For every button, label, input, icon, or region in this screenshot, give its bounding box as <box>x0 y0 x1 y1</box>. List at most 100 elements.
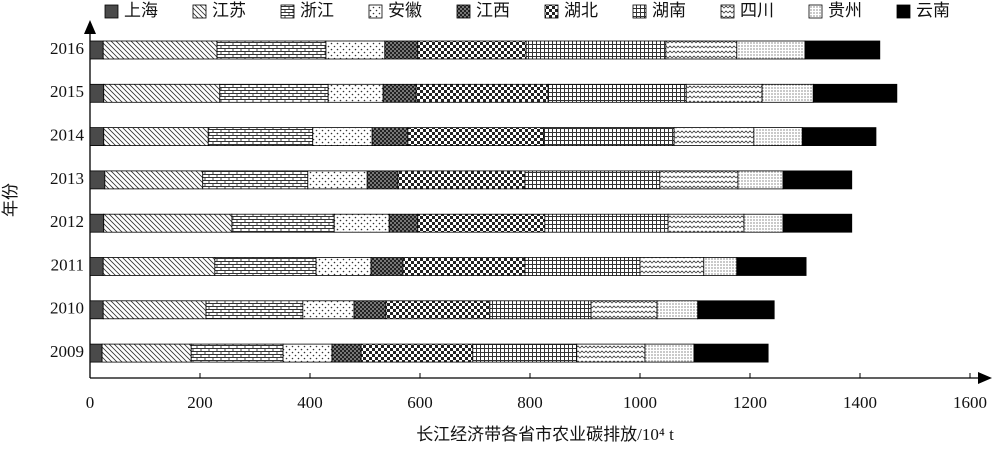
y-tick-label: 2010 <box>50 299 84 318</box>
bar-segment <box>205 300 304 320</box>
bar-segment <box>525 40 667 60</box>
bar-segment <box>703 257 738 276</box>
bar-segment <box>644 343 695 363</box>
x-tick-label: 600 <box>407 393 433 412</box>
bar-segment <box>282 343 333 363</box>
bar-segment <box>216 40 327 60</box>
x-tick-label: 800 <box>517 393 543 412</box>
legend-label: 安徽 <box>388 1 422 20</box>
bar-segment <box>544 213 669 233</box>
bar-segment <box>385 300 491 320</box>
legend-label: 湖南 <box>652 1 686 20</box>
x-tick-label: 1600 <box>953 393 987 412</box>
x-tick-label: 1200 <box>733 393 767 412</box>
bar-segment <box>312 127 373 146</box>
bar-segment <box>576 343 646 363</box>
x-tick-label: 200 <box>187 393 213 412</box>
x-axis-arrow <box>978 372 992 384</box>
y-tick-label: 2011 <box>51 255 84 274</box>
legend-swatch <box>368 4 383 19</box>
bar-segment <box>407 127 545 146</box>
legend-label: 上海 <box>124 1 158 20</box>
bar-segment <box>388 213 419 233</box>
x-tick-label: 0 <box>86 393 95 412</box>
bar-segment <box>102 300 207 320</box>
bar-segment <box>489 300 592 320</box>
y-tick-label: 2009 <box>50 342 84 361</box>
y-tick-label: 2014 <box>50 126 85 145</box>
legend-label: 湖北 <box>564 1 598 20</box>
bar-segment <box>102 40 218 60</box>
bar-segment <box>402 257 526 276</box>
bar-segment <box>547 83 687 103</box>
y-tick-label: 2012 <box>50 212 84 231</box>
legend-label: 四川 <box>740 1 774 20</box>
bar-segment <box>89 300 104 320</box>
bar-segment <box>89 257 104 276</box>
y-axis-label: 年份 <box>1 183 20 217</box>
y-tick-label: 2013 <box>50 169 84 188</box>
bar-segment <box>667 213 745 233</box>
x-tick-label: 400 <box>297 393 323 412</box>
bar-segment <box>685 83 763 103</box>
bar-segment <box>89 213 105 233</box>
legend-swatch <box>104 4 119 19</box>
bar-segment <box>371 127 409 146</box>
x-tick-label: 1000 <box>623 393 657 412</box>
legend-swatch <box>896 4 911 19</box>
bar-segment <box>382 83 417 103</box>
bar-segment <box>315 257 372 276</box>
bar-segment <box>101 343 192 363</box>
bar-segment <box>543 127 675 146</box>
y-tick-label: 2016 <box>50 39 84 58</box>
bar-segment <box>812 83 898 103</box>
bar-segment <box>782 170 853 190</box>
bar-segment <box>659 170 739 190</box>
bar-segment <box>353 300 387 320</box>
bar-segment <box>665 40 738 60</box>
x-axis-label: 长江经济带各省市农业碳排放/10⁴ t <box>416 425 674 444</box>
bar-segment <box>219 83 329 103</box>
bar-segment <box>656 300 699 320</box>
bar-segment <box>333 213 390 233</box>
bar-segment <box>590 300 658 320</box>
legend-label: 贵州 <box>828 1 862 20</box>
bar-segment <box>89 127 105 146</box>
bar-segment <box>214 257 317 276</box>
bar-segment <box>104 170 204 190</box>
legend-swatch <box>544 4 559 19</box>
bar-segment <box>202 170 309 190</box>
bar-segment <box>801 127 877 146</box>
legend-label: 浙江 <box>300 1 334 20</box>
bar-segment <box>697 300 775 320</box>
bar-segment <box>384 40 419 60</box>
legend-swatch <box>720 4 735 19</box>
bar-segment <box>472 343 578 363</box>
bar-segment <box>103 83 221 103</box>
bar-segment <box>190 343 284 363</box>
bar-segment <box>307 170 368 190</box>
bar-segment <box>736 257 807 276</box>
bar-segment <box>639 257 705 276</box>
bar-segment <box>370 257 404 276</box>
bar-segment <box>736 40 806 60</box>
legend-label: 云南 <box>916 1 950 20</box>
bar-segment <box>743 213 784 233</box>
bar-segment <box>360 343 474 363</box>
bar-segment <box>397 170 526 190</box>
bar-segment <box>102 257 216 276</box>
bar-segment <box>673 127 755 146</box>
bar-segment <box>103 213 233 233</box>
bar-segment <box>89 83 105 103</box>
bar-segment <box>302 300 355 320</box>
bar-segment <box>415 83 549 103</box>
bar-segment <box>325 40 386 60</box>
legend-label: 江苏 <box>212 1 246 20</box>
bar-segment <box>89 40 104 60</box>
legend-swatch <box>280 4 295 19</box>
legend-swatch <box>632 4 647 19</box>
x-tick-label: 1400 <box>843 393 877 412</box>
bar-segment <box>524 257 641 276</box>
bar-segment <box>231 213 335 233</box>
